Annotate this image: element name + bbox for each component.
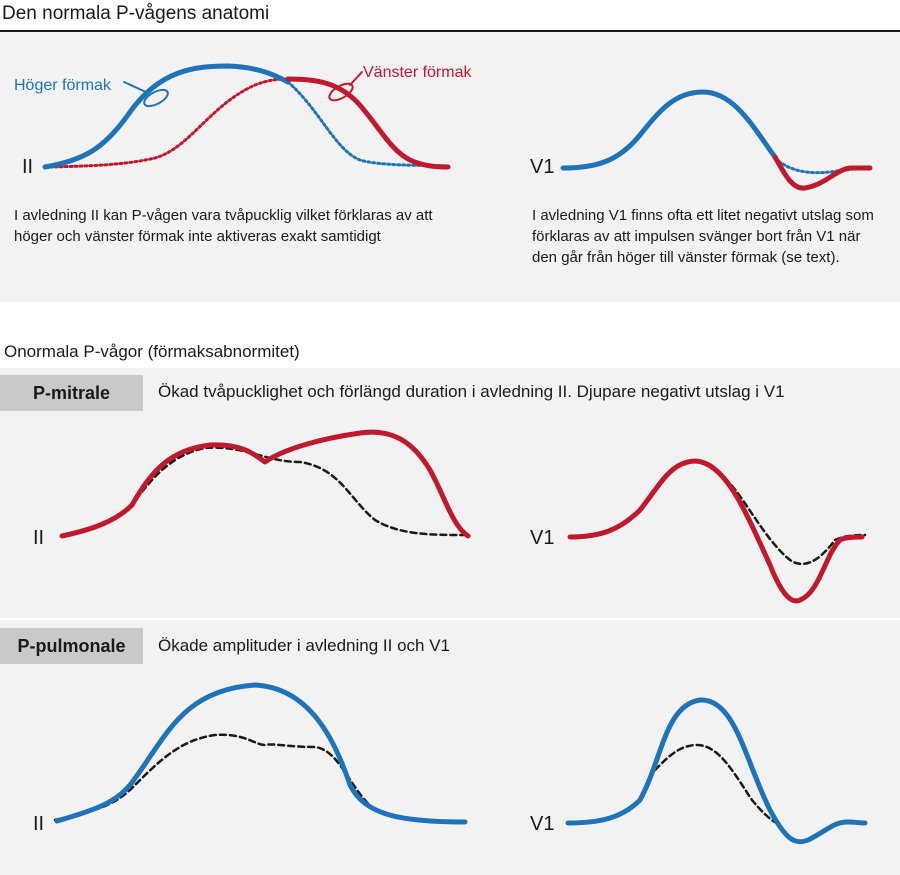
p-pulmonale-ii-wave <box>54 682 468 825</box>
right-atrium-label: Höger förmak <box>14 77 112 94</box>
p-mitrale-v1-wave <box>567 458 865 604</box>
normal-ii-right-atrium-tail <box>286 80 450 168</box>
page-title: Den normala P-vågens anatomi <box>2 3 270 24</box>
left-atrium-label: Vänster förmak <box>363 64 472 81</box>
normal-v1-wave <box>560 89 778 171</box>
p-pulmonale-panel <box>0 620 900 875</box>
p-mitrale-v1-reference <box>723 476 867 566</box>
p-pulmonale-lead-v1-label: V1 <box>530 813 554 835</box>
normal-v1-negative-deflection <box>772 154 873 191</box>
left-atrium-callout-ring <box>328 82 354 102</box>
p-mitrale-lead-v1-label: V1 <box>530 527 554 549</box>
p-pulmonale-tag: P-pulmonale <box>0 628 143 664</box>
note-lead-ii: I avledning II kan P-vågen vara tvåpuckl… <box>14 207 433 245</box>
p-mitrale-lead-ii-label: II <box>33 527 44 549</box>
p-pulmonale-v1-reference <box>653 743 782 827</box>
p-pulmonale-v1-wave <box>565 697 868 845</box>
p-mitrale-tag: P-mitrale <box>0 375 143 411</box>
right-atrium-callout-ring <box>143 88 169 108</box>
abnormal-section-title: Onormala P-vågor (förmaksabnormitet) <box>4 342 300 361</box>
p-pulmonale-ii-reference <box>53 733 462 824</box>
normal-ii-right-atrium-wave <box>42 63 291 170</box>
p-mitrale-description: Ökad tvåpucklighet och förlängd duration… <box>158 382 785 401</box>
p-mitrale-ii-wave <box>59 429 471 539</box>
p-pulmonale-lead-ii-label: II <box>33 813 44 835</box>
normal-lead-ii-label: II <box>22 156 33 178</box>
p-pulmonale-description: Ökade amplituder i avledning II och V1 <box>158 636 451 655</box>
title-divider <box>0 30 900 32</box>
normal-lead-v1-label: V1 <box>530 156 554 178</box>
p-mitrale-ii-reference <box>128 446 470 537</box>
right-atrium-callout-line <box>123 81 147 93</box>
left-atrium-callout-line <box>349 71 363 86</box>
normal-ii-left-atrium-onset <box>48 77 290 169</box>
p-mitrale-panel <box>0 368 900 618</box>
normal-ii-left-atrium-wave <box>285 76 451 170</box>
note-lead-v1: I avledning V1 finns ofta ett litet nega… <box>532 207 874 266</box>
